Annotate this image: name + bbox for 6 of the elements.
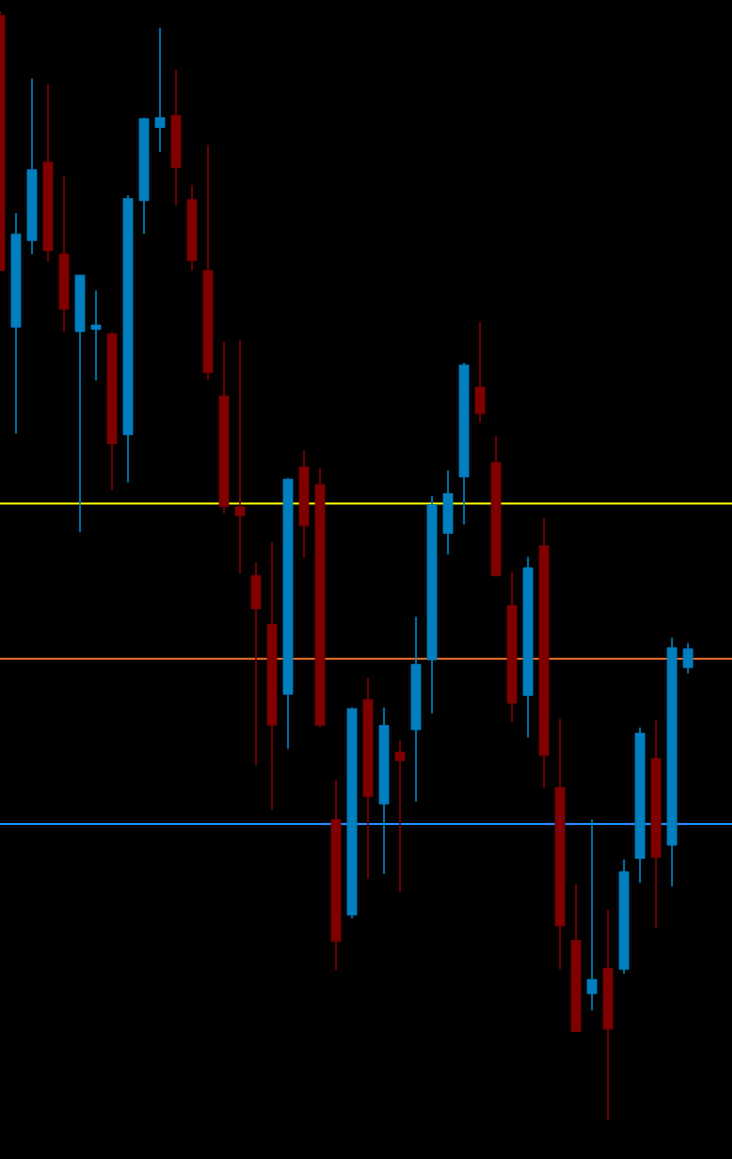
candlestick [90,289,102,382]
candlestick [682,642,694,675]
candlestick [394,740,406,893]
candlestick [154,26,166,153]
candlestick [234,339,246,575]
candlestick [586,818,598,1012]
